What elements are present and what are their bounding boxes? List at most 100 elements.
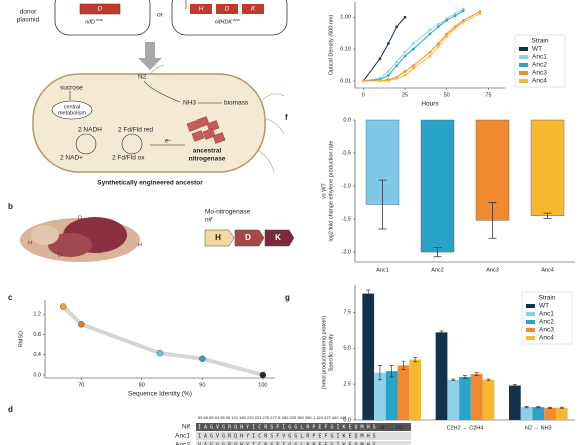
- positions: 59 65 89 93 95 96 101 185 229 231 275 27…: [198, 415, 347, 420]
- row-name: Anc1: [175, 433, 190, 440]
- bar: [470, 374, 483, 420]
- error-bar: [486, 378, 491, 381]
- legend-label: Anc1: [539, 311, 554, 318]
- gene-box: [190, 4, 212, 14]
- growth-line: [363, 11, 481, 82]
- point: [403, 15, 407, 19]
- promoter: [185, 0, 187, 9]
- legend-label: Anc1: [532, 54, 547, 61]
- label: nif: [205, 217, 213, 224]
- y-tick-label: -1.5: [342, 217, 351, 223]
- point: [437, 45, 440, 48]
- node: [51, 100, 93, 120]
- plasmid: [54, 0, 151, 36]
- error-bar: [536, 406, 541, 409]
- cell: [32, 73, 266, 173]
- y-tick-label: 5.0: [343, 346, 351, 352]
- point: [437, 25, 440, 29]
- point: [462, 9, 465, 12]
- point: [453, 14, 457, 18]
- gene-name: nifHDK: [215, 19, 233, 25]
- bar: [520, 407, 533, 420]
- bar: [435, 332, 448, 420]
- bar: [362, 293, 375, 420]
- point: [387, 70, 390, 73]
- legend-title: Strain: [539, 295, 556, 302]
- point: [403, 54, 407, 58]
- legend-swatch: [519, 63, 528, 67]
- x-tick-label: H⁺ → H2: [380, 424, 402, 431]
- point: [445, 35, 448, 38]
- x-tick-label: 70: [78, 382, 84, 388]
- y-tick-label: 0.0: [343, 117, 351, 123]
- x-tick-label: C2H2 → C2H4: [447, 425, 484, 431]
- gene-label: K: [275, 233, 281, 242]
- point: [453, 12, 457, 15]
- point: [478, 10, 482, 13]
- bar: [447, 379, 460, 420]
- x-tick-label: 90: [199, 382, 205, 388]
- nitrogenase-icon: [186, 116, 226, 144]
- legend-label: WT: [532, 46, 542, 53]
- gene-label: D: [245, 233, 251, 242]
- point: [445, 32, 448, 36]
- point: [412, 64, 415, 68]
- point: [387, 74, 390, 77]
- bar: [459, 376, 471, 420]
- y-tick-label: 0.0: [33, 372, 41, 378]
- label: 2 NADH: [78, 127, 102, 134]
- error-bar: [543, 212, 552, 219]
- y-tick-label: 0.01: [340, 78, 351, 84]
- y-tick-label: 1.2: [33, 312, 41, 318]
- cycle: [75, 133, 97, 155]
- legend-label: Anc2: [539, 319, 554, 326]
- legend-label: Anc3: [532, 70, 547, 77]
- x-tick-label: Anc2: [431, 267, 444, 273]
- point: [395, 60, 398, 64]
- row-name: Nif: [182, 424, 190, 431]
- point: [453, 26, 457, 30]
- gene-box: [79, 3, 121, 15]
- label: donor: [20, 9, 37, 16]
- label: 2 Fd/Fld red: [118, 127, 153, 134]
- trend-line: [61, 304, 265, 377]
- x-tick-label: Anc1: [376, 267, 389, 273]
- legend-title: Strain: [532, 38, 549, 45]
- point: [362, 79, 365, 83]
- x-tick-label: Anc3: [486, 267, 499, 273]
- gene-label: D: [225, 6, 230, 13]
- bar: [385, 371, 398, 420]
- legend-label: Anc2: [532, 62, 547, 69]
- x-tick-label: 50: [444, 92, 450, 98]
- y-axis-label: Optical Density (600 nm): [328, 15, 334, 76]
- legend-swatch: [519, 79, 528, 83]
- label: biomass: [224, 100, 249, 107]
- protein-label: D: [78, 215, 82, 221]
- point: [437, 42, 440, 45]
- error-bar: [559, 406, 564, 409]
- bar: [397, 365, 410, 420]
- sequence: V A G V G R Q H Y I C R S F I G G L R P …: [198, 443, 376, 445]
- point: [156, 349, 164, 357]
- point: [59, 303, 67, 310]
- bar: [555, 407, 568, 420]
- legend-swatch: [526, 328, 535, 332]
- arrow: [143, 80, 181, 103]
- label: 2 NAD+: [60, 155, 83, 162]
- legend-swatch: [519, 71, 528, 75]
- error-bar: [524, 406, 529, 409]
- growth-line: [363, 13, 481, 82]
- point: [403, 74, 407, 77]
- y-tick-label: -0.5: [342, 150, 351, 156]
- point: [428, 50, 432, 54]
- label: N2: [138, 74, 147, 81]
- error-bar: [488, 202, 497, 239]
- error-bar: [451, 378, 456, 381]
- caption: Synthetically engineered ancestor: [97, 180, 203, 187]
- x-tick-label: 100: [258, 382, 267, 388]
- x-tick-label: 25: [402, 92, 408, 98]
- error-bar: [401, 360, 406, 371]
- gene-label: K: [251, 6, 256, 13]
- error-bar: [439, 330, 444, 335]
- label: Mo-nitrogenase: [205, 209, 251, 216]
